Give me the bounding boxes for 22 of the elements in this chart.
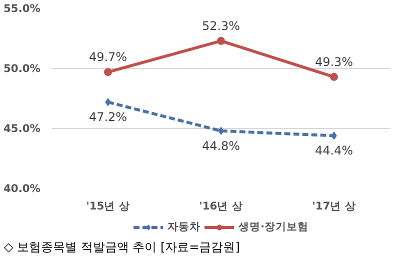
- point: [330, 72, 338, 81]
- point: [331, 132, 337, 140]
- text: ◇ 보험종목별 적발금액 추이 [자료=금감원]: [4, 239, 240, 256]
- x-tick-label: '16년 상: [199, 200, 243, 212]
- point: [105, 98, 111, 106]
- legend-label: 자동차: [167, 220, 200, 234]
- data-label: 52.3%: [202, 18, 240, 33]
- data-label: 47.2%: [88, 110, 128, 124]
- data-label: 44.8%: [202, 138, 240, 153]
- point: [217, 36, 225, 45]
- y-tick-label: 45.0%: [4, 122, 41, 135]
- x-tick-label: '15년 상: [86, 200, 130, 212]
- y-tick-label: 55.0%: [4, 2, 41, 15]
- y-tick-label: 50.0%: [4, 62, 41, 75]
- legend-label: 생명·장기보험: [238, 220, 309, 234]
- data-label: 44.4%: [314, 144, 354, 158]
- x-tick-label: '17년 상: [312, 200, 356, 212]
- point: [104, 68, 112, 76]
- data-label: 49.3%: [314, 54, 354, 69]
- y-tick-label: 40.0%: [4, 182, 41, 195]
- point: [218, 126, 224, 135]
- data-label: 49.7%: [88, 50, 128, 64]
